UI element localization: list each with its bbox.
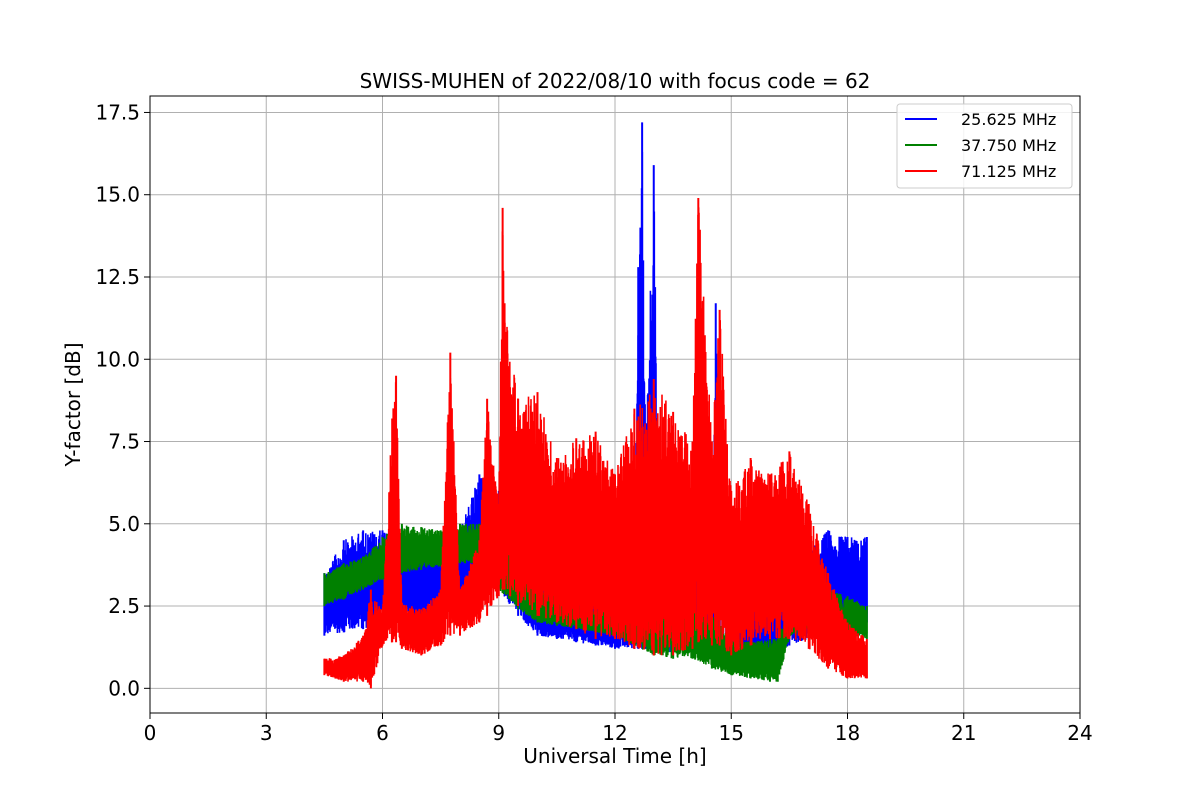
y-tick-label: 7.5 [108, 430, 140, 454]
y-tick-label: 12.5 [95, 265, 140, 289]
x-tick-label: 9 [492, 721, 505, 745]
chart-title: SWISS-MUHEN of 2022/08/10 with focus cod… [360, 69, 871, 93]
x-tick-label: 15 [719, 721, 744, 745]
x-tick-label: 12 [602, 721, 627, 745]
x-axis-label: Universal Time [h] [523, 744, 706, 768]
y-tick-label: 10.0 [95, 347, 140, 371]
legend-label: 25.625 MHz [961, 110, 1056, 129]
legend-label: 71.125 MHz [961, 162, 1056, 181]
y-tick-label: 5.0 [108, 512, 140, 536]
legend-label: 37.750 MHz [961, 136, 1056, 155]
x-tick-label: 21 [951, 721, 976, 745]
x-tick-label: 3 [260, 721, 273, 745]
y-tick-label: 15.0 [95, 183, 140, 207]
y-tick-label: 0.0 [108, 676, 140, 700]
series-2 [323, 198, 868, 689]
legend: 25.625 MHz 37.750 MHz 71.125 MHz [896, 103, 1073, 189]
y-axis-label: Y-factor [dB] [61, 342, 85, 467]
x-tick-label: 6 [376, 721, 389, 745]
x-tick-label: 0 [144, 721, 157, 745]
legend-box [896, 103, 1073, 189]
x-tick-label: 24 [1067, 721, 1092, 745]
y-tick-label: 17.5 [95, 100, 140, 124]
x-tick-label: 18 [835, 721, 860, 745]
ticks: 0 3 6 9 12 15 18 21 24 0.0 2.5 5.0 7.5 10.0 12.5 15.0 17… [95, 100, 1092, 745]
y-tick-label: 2.5 [108, 594, 140, 618]
series-layer [323, 122, 868, 689]
